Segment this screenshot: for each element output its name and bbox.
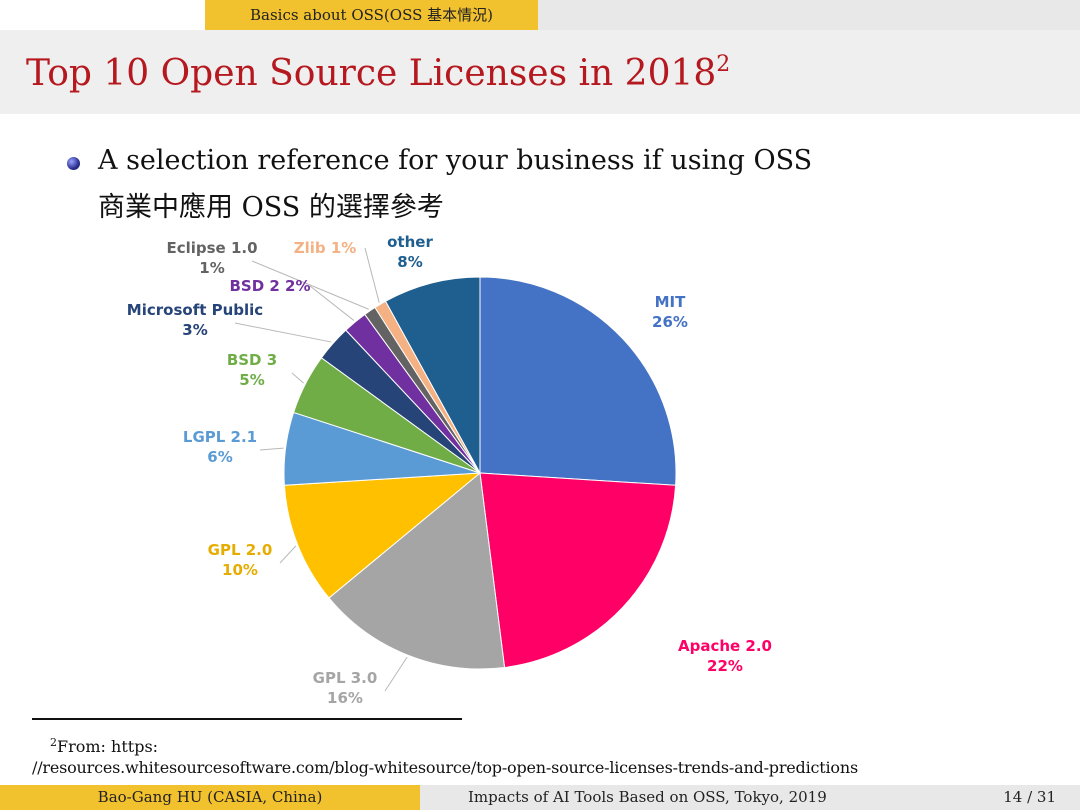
- slice-label-mit: MIT 26%: [652, 293, 688, 331]
- leader-line: [291, 372, 304, 384]
- slice-label-other: other 8%: [387, 233, 433, 271]
- pie-slice-other: [384, 276, 481, 474]
- title-footnote-mark[interactable]: 2: [716, 52, 731, 77]
- footer-bar: Bao-Gang HU (CASIA, China) Impacts of AI…: [0, 785, 1080, 810]
- slide-title: Top 10 Open Source Licenses in 20182: [26, 52, 730, 94]
- leader-line: [384, 656, 408, 692]
- footnote-line-1: 2From: https:: [50, 736, 158, 756]
- pie-slice-gpl-2-0: [283, 472, 482, 599]
- section-bar-rest: [538, 0, 1080, 30]
- footnote-url[interactable]: //resources.whitesourcesoftware.com/blog…: [32, 758, 858, 777]
- pie-slice-apache-2-0: [479, 472, 677, 669]
- slice-label-lgpl-2-1: LGPL 2.1 6%: [183, 428, 257, 466]
- slice-label-eclipse-1-0: Eclipse 1.0 1%: [166, 239, 257, 277]
- bullet-icon: [67, 157, 80, 170]
- slice-label-zlib: Zlib 1%: [294, 239, 357, 257]
- slice-label-gpl-2-0: GPL 2.0 10%: [208, 541, 273, 579]
- bullet-text-english: A selection reference for your business …: [98, 145, 813, 176]
- footnote-source-label: From: https:: [57, 737, 159, 756]
- slice-label-gpl-3-0: GPL 3.0 16%: [313, 669, 378, 707]
- leader-line: [309, 285, 355, 321]
- leader-line: [251, 260, 369, 310]
- footer-page-number: 14 / 31: [1003, 788, 1056, 806]
- slice-labels: MIT 26% Apache 2.0 22% GPL 3.0 16% GPL 2.0 10% L…: [127, 233, 772, 707]
- bullet-text-chinese: 商業中應用 OSS 的選擇參考: [98, 192, 444, 223]
- footer-talk-title[interactable]: Impacts of AI Tools Based on OSS, Tokyo,…: [468, 788, 827, 806]
- footer-info: Impacts of AI Tools Based on OSS, Tokyo,…: [420, 785, 1080, 810]
- footer-author[interactable]: Bao-Gang HU (CASIA, China): [0, 785, 420, 810]
- section-tab[interactable]: Basics about OSS(OSS 基本情況): [205, 0, 538, 30]
- slice-label-bsd-3: BSD 3 5%: [227, 351, 277, 389]
- pie-slices: [283, 276, 677, 670]
- leader-lines: [234, 247, 408, 692]
- slice-label-apache-2-0: Apache 2.0 22%: [678, 637, 772, 675]
- leader-line: [364, 247, 380, 303]
- leader-line: [234, 322, 332, 343]
- pie-slice-mit: [479, 276, 677, 486]
- license-pie-chart: MIT 26% Apache 2.0 22% GPL 3.0 16% GPL 2.0 10% L…: [127, 233, 772, 707]
- pie-slice-gpl-3-0: [328, 472, 506, 670]
- slice-label-microsoft-public: Microsoft Public 3%: [127, 301, 263, 339]
- title-bar: [0, 30, 1080, 114]
- leader-line: [259, 447, 284, 451]
- leader-line: [279, 545, 297, 564]
- slide-title-text: Top 10 Open Source Licenses in 2018: [26, 53, 717, 94]
- footnote-mark: 2: [50, 736, 57, 749]
- footnote-rule: [32, 718, 462, 720]
- slice-label-bsd-2: BSD 2 2%: [229, 277, 310, 295]
